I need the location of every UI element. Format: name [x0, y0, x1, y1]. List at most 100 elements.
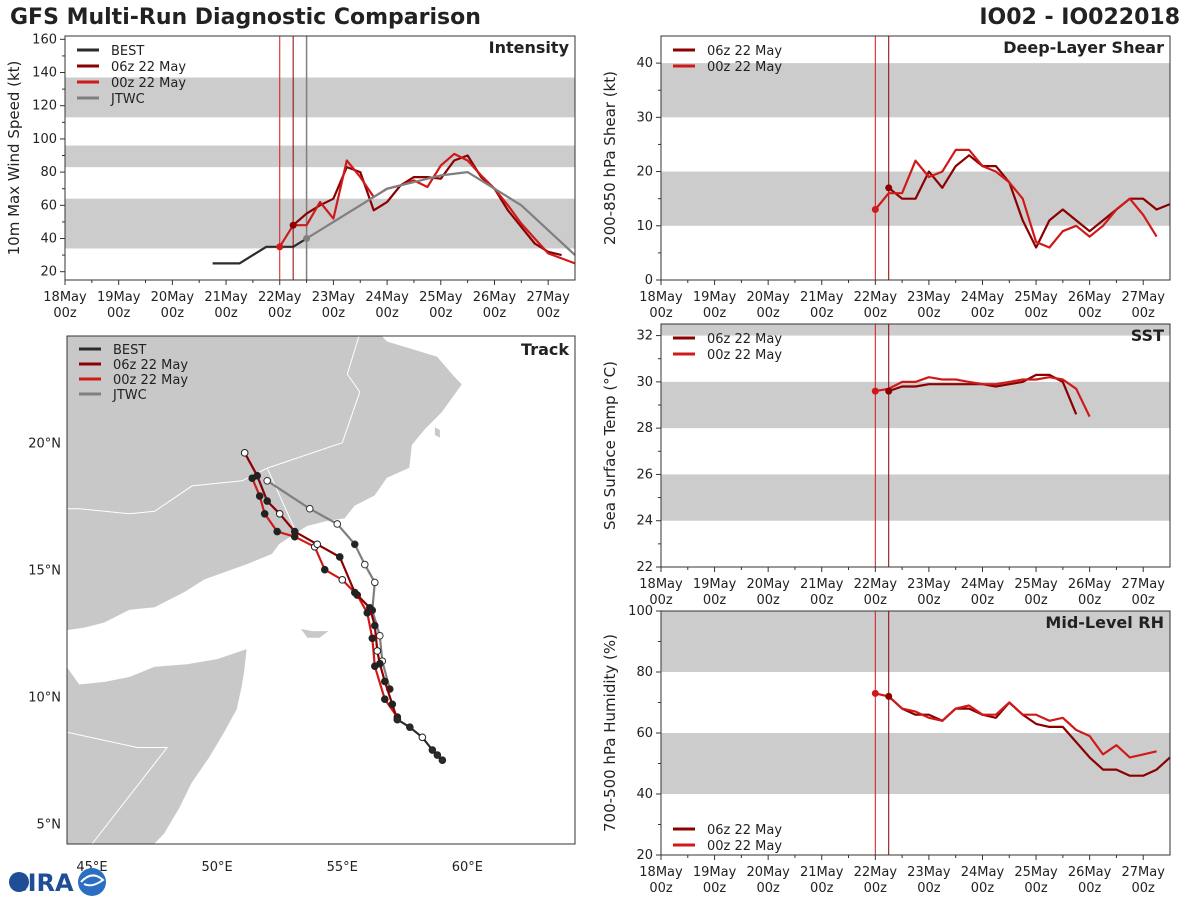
shear-ytick-label: 40 — [636, 56, 653, 71]
intensity-xtick-label: 00z — [322, 306, 346, 321]
shear-xtick-label: 26May — [1068, 290, 1112, 305]
sst-xtick-label: 00z — [756, 593, 780, 608]
sst-legend-label: 06z 22 May — [707, 332, 782, 347]
intensity-band — [65, 198, 575, 249]
track-legend-label: BEST — [113, 343, 146, 358]
track-point-06z-22-may — [376, 659, 384, 668]
shear-xtick-label: 22May — [854, 290, 898, 305]
intensity-ytick-label: 120 — [32, 99, 57, 114]
rh-xtick-label: 00z — [917, 881, 941, 896]
track-point-best — [433, 751, 442, 759]
sst-xtick-label: 00z — [917, 593, 941, 608]
intensity-legend-label: BEST — [111, 44, 144, 59]
shear-xtick-label: 00z — [917, 306, 941, 321]
rh-xtick-label: 20May — [746, 865, 790, 880]
track-ytick-label: 5°N — [37, 818, 62, 833]
shear-xtick-label: 00z — [1132, 306, 1156, 321]
track-point-06z-22-may — [335, 553, 344, 561]
intensity-ytick-label: 80 — [40, 165, 57, 180]
intensity-xtick-label: 26May — [473, 290, 517, 305]
intensity-band — [65, 77, 575, 118]
rh-ytick-label: 20 — [636, 848, 653, 863]
intensity-marker — [303, 235, 311, 243]
track-point-best — [438, 756, 447, 764]
track-point-best — [393, 715, 402, 724]
sst-xtick-label: 00z — [1132, 593, 1156, 608]
track-ytick-label: 20°N — [28, 437, 61, 452]
sst-marker — [871, 387, 879, 395]
country-border — [67, 731, 169, 844]
rh-ytick-label: 80 — [636, 665, 653, 680]
shear-ytick-label: 0 — [645, 273, 653, 288]
country-border — [67, 467, 268, 515]
track-legend-label: 00z 22 May — [113, 373, 188, 388]
sst-ytick-label: 28 — [636, 421, 653, 436]
shear-xtick-label: 00z — [810, 306, 834, 321]
intensity-xtick-label: 18May — [43, 290, 87, 305]
shear-ytick-label: 20 — [636, 165, 653, 180]
rh-legend-label: 00z 22 May — [707, 839, 782, 854]
shear-marker — [871, 206, 879, 214]
land-masirah — [434, 427, 440, 438]
track-point-00z-22-may — [273, 527, 282, 536]
intensity-marker — [289, 221, 297, 229]
track-point-00z-22-may — [381, 695, 389, 704]
sst-xtick-label: 00z — [864, 593, 888, 608]
storm-id: IO02 - IO022018 — [979, 5, 1180, 30]
track-xtick-label: 55°E — [327, 860, 358, 875]
intensity-xtick-label: 00z — [375, 306, 399, 321]
sst-xtick-label: 27May — [1121, 577, 1165, 592]
track-point-jtwc — [371, 578, 379, 587]
rh-series-06z-22-may — [887, 695, 1171, 777]
intensity-ytick-label: 20 — [40, 265, 57, 280]
track-point-06z-22-may — [371, 621, 379, 630]
rh-xtick-label: 00z — [810, 881, 834, 896]
sst-xtick-label: 00z — [703, 593, 727, 608]
country-border — [266, 467, 296, 530]
rh-legend-label: 06z 22 May — [707, 823, 782, 838]
track-point-jtwc — [376, 631, 384, 640]
intensity-series-best — [212, 237, 308, 265]
intensity-xtick-label: 21May — [204, 290, 248, 305]
rh-xtick-label: 00z — [1078, 881, 1102, 896]
intensity-series-00z-22-may — [278, 152, 576, 265]
track-ytick-label: 15°N — [28, 564, 61, 579]
track-point-06z-22-may — [365, 603, 374, 612]
track-point-06z-22-may — [290, 527, 299, 536]
track-point-06z-22-may — [381, 677, 389, 686]
track-panel: 45°E 50°E 55°E 60°E5°N10°N15°N20°NTrackBEST… — [28, 335, 576, 875]
track-point-best — [406, 723, 414, 731]
rh-ytick-label: 60 — [636, 726, 653, 741]
rh-band — [661, 611, 1170, 672]
track-point-06z-22-may — [263, 497, 271, 505]
rh-marker — [871, 689, 879, 697]
cira-logo-swirl-arc — [80, 874, 105, 887]
intensity-legend-label: 06z 22 May — [111, 60, 186, 75]
track-point-00z-22-may — [255, 492, 264, 500]
shear-series-00z-22-may — [874, 148, 1158, 249]
shear-frame — [660, 35, 1171, 281]
track-point-00z-22-may — [368, 634, 377, 643]
track-point-jtwc — [305, 504, 314, 513]
shear-xtick-label: 00z — [1024, 306, 1048, 321]
intensity-ytick-label: 60 — [40, 198, 57, 213]
shear-xtick-label: 00z — [864, 306, 888, 321]
rh-xtick-label: 23May — [907, 865, 951, 880]
rh-xtick-label: 00z — [1024, 881, 1048, 896]
sst-band — [661, 474, 1170, 521]
track-point-06z-22-may — [388, 700, 397, 709]
track-point-jtwc — [263, 476, 271, 485]
rh-ytick-label: 100 — [628, 604, 653, 619]
rh-ylabel: 700-500 hPa Humidity (%) — [601, 634, 619, 832]
sst-xtick-label: 26May — [1068, 577, 1112, 592]
rh-xtick-label: 18May — [639, 865, 683, 880]
shear-xtick-label: 20May — [746, 290, 790, 305]
shear-band — [661, 63, 1170, 118]
shear-ytick-label: 30 — [636, 110, 653, 125]
rh-xtick-label: 25May — [1014, 865, 1058, 880]
sst-xtick-label: 00z — [1078, 593, 1102, 608]
shear-ylabel: 200-850 hPa Shear (kt) — [601, 71, 619, 245]
rh-marker — [885, 692, 893, 700]
